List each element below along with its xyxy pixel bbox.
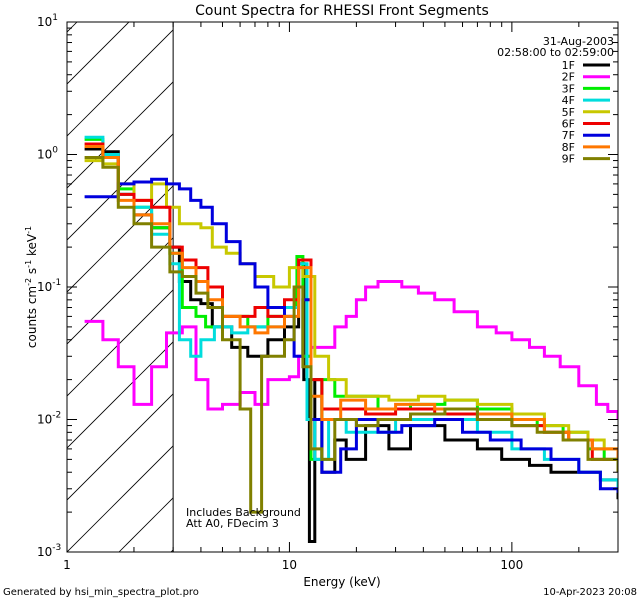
header-time: 02:58:00 to 02:59:00: [497, 46, 614, 59]
legend-label-1F: 1F: [562, 59, 575, 72]
x-axis-label: Energy (keV): [303, 575, 380, 589]
y-tick-label: 101: [37, 13, 58, 29]
plot-frame: [66, 21, 619, 553]
chart-title: Count Spectra for RHESSI Front Segments: [195, 3, 489, 19]
series-4F: [84, 135, 618, 489]
hatch-line: [67, 237, 174, 345]
hatch-line: [67, 29, 174, 137]
hatch-line: [67, 81, 174, 189]
annotation-background: Includes Background: [186, 506, 301, 519]
hatch-line: [67, 22, 130, 85]
annotation-attenuator: Att A0, FDecim 3: [186, 517, 279, 530]
legend-label-6F: 6F: [562, 118, 575, 131]
x-tick-label: 10: [282, 558, 297, 572]
header-date: 31-Aug-2003: [543, 35, 614, 48]
y-tick-label: 10-1: [37, 278, 61, 294]
legend-label-4F: 4F: [562, 94, 575, 107]
y-tick-label: 10-2: [37, 411, 61, 427]
legend-label-9F: 9F: [562, 153, 575, 166]
x-tick-label: 1: [63, 558, 71, 572]
footer-generated: Generated by hsi_min_spectra_plot.pro: [3, 587, 199, 598]
series-8F: [84, 145, 618, 466]
footer-timestamp: 10-Apr-2023 20:08: [543, 587, 637, 598]
legend-label-7F: 7F: [562, 129, 575, 142]
hatch-line: [0, 22, 25, 552]
legend-label-2F: 2F: [562, 71, 575, 84]
y-axis-label: counts cm-2 s-1 keV-1: [24, 226, 39, 348]
series-2F: [84, 280, 618, 420]
hatch-line: [67, 445, 174, 552]
series-5F: [84, 159, 618, 460]
legend-label-8F: 8F: [562, 141, 575, 154]
series-group: [84, 135, 618, 543]
y-tick-label: 10-3: [37, 543, 61, 559]
legend-label-5F: 5F: [562, 106, 575, 119]
series-7F: [84, 177, 618, 493]
legend-label-3F: 3F: [562, 82, 575, 95]
hatched-region: [0, 22, 174, 552]
series-9F: [84, 156, 618, 514]
y-tick-label: 100: [37, 146, 58, 162]
x-tick-label: 100: [500, 558, 523, 572]
hatch-line: [67, 393, 174, 501]
tick-labels: 1 10 100 101 100 10-1 10-2 10-3: [37, 13, 523, 572]
series-3F: [84, 137, 618, 473]
axis-ticks: [66, 21, 619, 553]
